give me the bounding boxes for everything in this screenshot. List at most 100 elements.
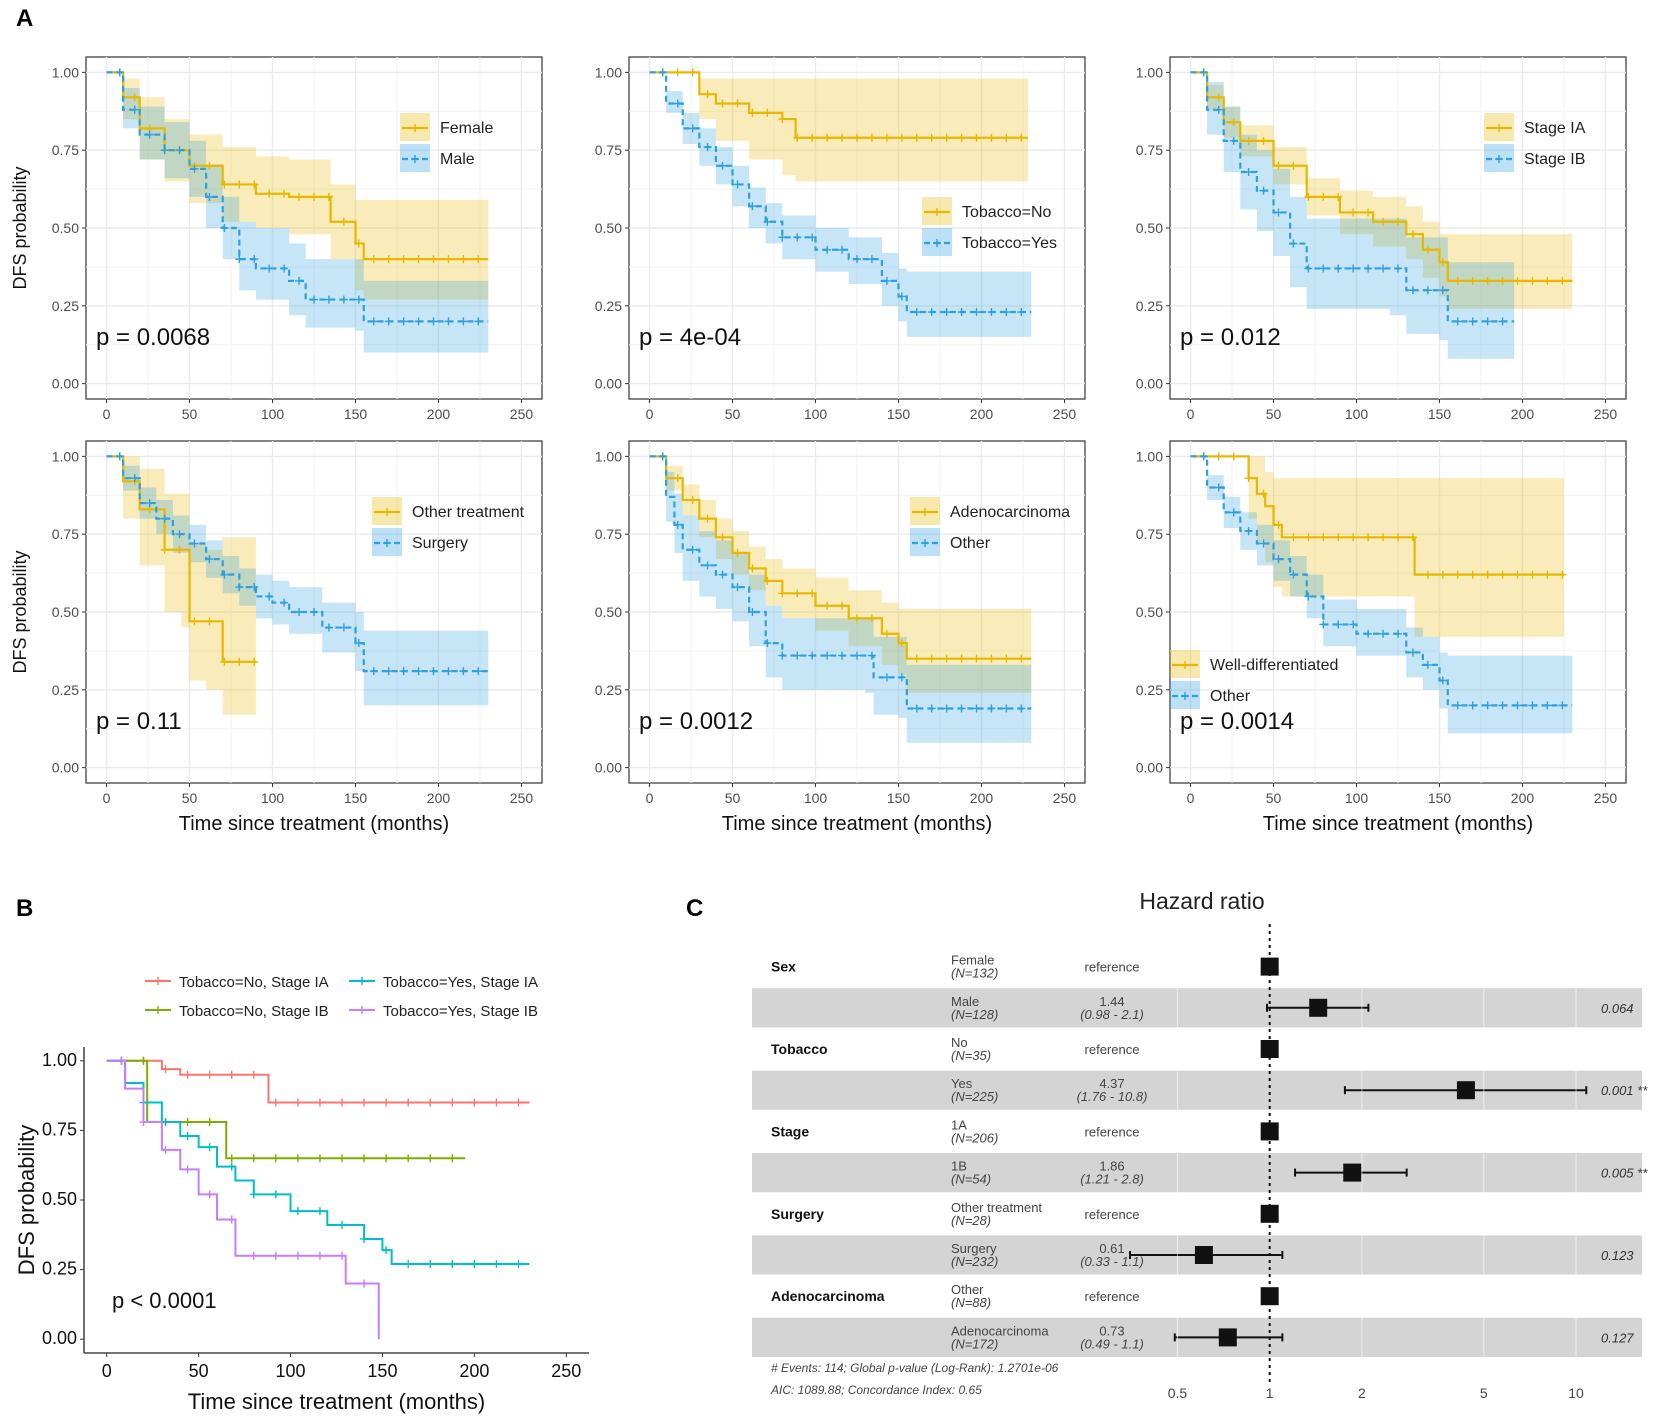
y-tick-label: 0.75 <box>595 526 622 542</box>
censor-mark <box>426 1098 435 1107</box>
censor-mark <box>514 1260 523 1269</box>
x-tick-label: 0 <box>1187 406 1195 422</box>
censor-mark <box>315 1207 324 1216</box>
x-tick-label: 100 <box>1345 406 1369 422</box>
censor-mark <box>399 317 408 326</box>
legend-censor <box>358 1006 366 1014</box>
panel-label-b: B <box>16 895 33 922</box>
censor-mark <box>927 133 936 142</box>
censor-mark <box>315 1251 324 1260</box>
censor-mark <box>384 667 393 676</box>
y-tick-label: 0.00 <box>52 376 79 392</box>
y-axis-title: DFS probability <box>14 1125 39 1275</box>
censor-mark <box>853 255 861 264</box>
y-tick-label: 0.75 <box>595 142 622 158</box>
y-tick-label: 0.25 <box>42 1259 77 1279</box>
censor-mark <box>1498 701 1507 710</box>
censor-mark <box>360 1098 369 1107</box>
y-tick-label: 0.75 <box>52 142 79 158</box>
chart-a2: 0.00 0.25 0.50 0.75 1.00 0 50 100 150 200 250 p = 4… <box>595 56 1086 422</box>
forest-ci: (0.49 - 1.1) <box>1080 1336 1144 1351</box>
censor-mark <box>295 276 304 285</box>
censor-mark <box>338 1251 347 1260</box>
censor-mark <box>1274 208 1283 217</box>
censor-mark <box>912 704 921 713</box>
forest-n: (N=232) <box>951 1254 998 1269</box>
p-value: p = 0.0014 <box>1180 708 1294 735</box>
y-tick-label: 1.00 <box>595 448 622 464</box>
censor-mark <box>382 1154 391 1163</box>
ci-band-male <box>106 72 489 353</box>
censor-mark <box>912 308 921 317</box>
x-tick-label: 100 <box>261 406 285 422</box>
censor-mark <box>183 1118 192 1127</box>
censor-mark <box>145 130 154 139</box>
forest-pvalue: 0.127 <box>1601 1330 1634 1345</box>
forest-point <box>1218 1328 1237 1347</box>
legend-censor <box>154 977 162 985</box>
censor-mark <box>1483 317 1492 326</box>
censor-mark <box>1543 701 1552 710</box>
censor-mark <box>1274 555 1283 564</box>
censor-mark <box>404 1260 413 1269</box>
censor-mark <box>838 245 847 254</box>
legend-label: Female <box>440 120 493 137</box>
censor-mark <box>414 317 423 326</box>
censor-mark <box>972 133 981 142</box>
forest-level: 1A <box>951 1117 967 1132</box>
forest-n: (N=35) <box>951 1048 991 1063</box>
ci-band-other-treatment <box>106 456 256 715</box>
censor-mark <box>1438 676 1447 685</box>
censor-mark <box>763 576 772 585</box>
censor-mark <box>972 308 981 317</box>
censor-mark <box>942 704 951 713</box>
y-tick-label: 0.75 <box>42 1119 77 1139</box>
censor-mark <box>205 1143 214 1152</box>
censor-mark <box>280 598 289 607</box>
censor-mark <box>470 1260 479 1269</box>
censor-mark <box>369 317 378 326</box>
x-tick-label: 100 <box>261 790 285 806</box>
censor-mark <box>882 673 891 682</box>
censor-mark <box>1304 264 1313 273</box>
forest-x-tick-label: 2 <box>1358 1385 1366 1401</box>
forest-ci: (0.33 - 1.1) <box>1080 1254 1144 1269</box>
censor-mark <box>429 255 438 264</box>
censor-mark <box>1364 208 1373 217</box>
ci-band-female <box>106 72 489 300</box>
censor-mark <box>1002 654 1011 663</box>
censor-mark <box>280 189 289 198</box>
y-axis-title: DFS probability <box>10 550 30 673</box>
y-tick-label: 1.00 <box>595 64 622 80</box>
censor-mark <box>658 68 667 77</box>
censor-mark <box>175 530 184 539</box>
censor-mark <box>763 108 772 117</box>
censor-mark <box>1528 701 1537 710</box>
censor-mark <box>139 1118 148 1127</box>
censor-mark <box>399 667 408 676</box>
censor-mark <box>448 1260 457 1269</box>
censor-mark <box>459 317 468 326</box>
censor-mark <box>748 608 757 616</box>
forest-point <box>1260 1040 1279 1058</box>
censor-mark <box>1319 264 1328 273</box>
censor-mark <box>399 255 408 264</box>
censor-mark <box>293 1154 302 1163</box>
censor-mark <box>404 1154 413 1163</box>
legend-label: Stage IB <box>1524 151 1585 168</box>
censor-mark <box>205 192 214 201</box>
censor-mark <box>808 651 817 660</box>
forest-estimate: reference <box>1085 1289 1140 1304</box>
censor-mark <box>369 255 378 264</box>
legend-label: Adenocarcinoma <box>950 504 1070 521</box>
censor-mark <box>658 452 667 461</box>
censor-mark <box>310 608 318 616</box>
censor-mark <box>1423 245 1432 254</box>
legend-label: Other treatment <box>412 504 525 521</box>
p-value: p < 0.0001 <box>112 1288 217 1313</box>
x-tick-label: 50 <box>189 1361 209 1381</box>
forest-estimate: reference <box>1085 1124 1140 1139</box>
censor-mark <box>220 657 229 666</box>
legend-censor <box>921 539 929 547</box>
censor-mark <box>1364 264 1373 273</box>
